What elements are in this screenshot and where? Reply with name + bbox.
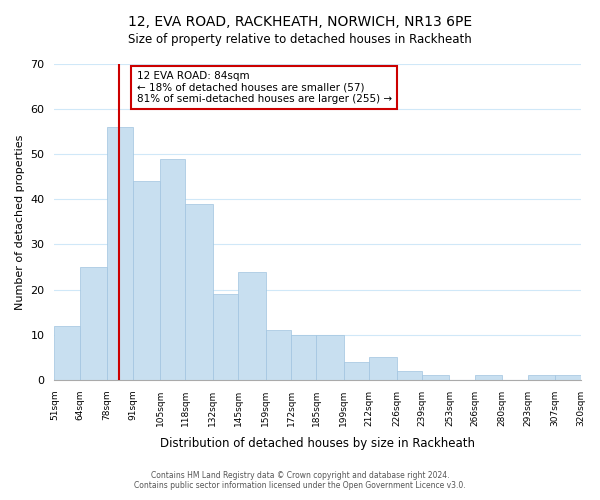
Bar — [316, 334, 344, 380]
Bar — [213, 294, 238, 380]
Bar — [133, 182, 160, 380]
Bar — [475, 376, 502, 380]
Bar — [238, 272, 266, 380]
Bar — [107, 127, 133, 380]
Bar — [527, 376, 555, 380]
Text: 12, EVA ROAD, RACKHEATH, NORWICH, NR13 6PE: 12, EVA ROAD, RACKHEATH, NORWICH, NR13 6… — [128, 15, 472, 29]
Text: 12 EVA ROAD: 84sqm
← 18% of detached houses are smaller (57)
81% of semi-detache: 12 EVA ROAD: 84sqm ← 18% of detached hou… — [137, 71, 392, 104]
Text: Size of property relative to detached houses in Rackheath: Size of property relative to detached ho… — [128, 32, 472, 46]
Bar — [344, 362, 369, 380]
Text: Contains HM Land Registry data © Crown copyright and database right 2024.
Contai: Contains HM Land Registry data © Crown c… — [134, 470, 466, 490]
Bar — [80, 267, 107, 380]
Y-axis label: Number of detached properties: Number of detached properties — [15, 134, 25, 310]
X-axis label: Distribution of detached houses by size in Rackheath: Distribution of detached houses by size … — [160, 437, 475, 450]
Bar — [185, 204, 213, 380]
Bar — [397, 371, 422, 380]
Bar — [422, 376, 449, 380]
Bar — [369, 357, 397, 380]
Bar — [55, 326, 80, 380]
Bar — [160, 158, 185, 380]
Bar — [266, 330, 291, 380]
Bar — [291, 334, 316, 380]
Bar — [555, 376, 581, 380]
